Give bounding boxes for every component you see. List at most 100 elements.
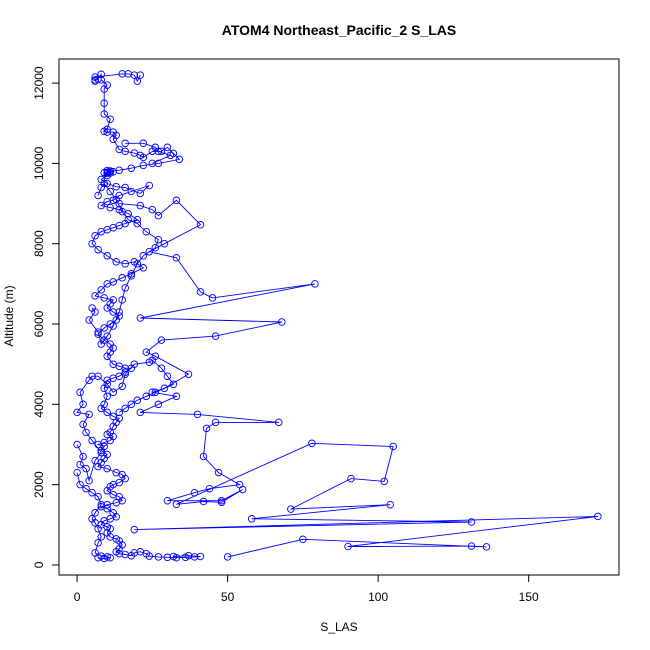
data-point xyxy=(109,322,117,330)
data-point xyxy=(217,498,226,507)
data-point xyxy=(103,486,111,495)
data-point xyxy=(112,498,120,507)
data-point xyxy=(278,318,286,326)
data-point xyxy=(184,370,193,378)
data-point xyxy=(154,235,163,244)
data-point xyxy=(121,183,129,192)
data-point xyxy=(91,231,99,240)
data-point xyxy=(73,468,81,477)
data-point xyxy=(94,539,102,547)
series-2 xyxy=(121,139,175,168)
data-point xyxy=(160,239,169,248)
x-axis-label: S_LAS xyxy=(320,620,357,634)
data-point xyxy=(97,404,105,413)
data-point xyxy=(308,439,316,448)
data-point xyxy=(121,364,129,372)
data-point xyxy=(88,488,96,497)
data-point xyxy=(76,480,84,489)
data-point xyxy=(109,422,117,431)
data-point xyxy=(157,336,166,344)
data-point xyxy=(196,288,205,296)
data-point xyxy=(151,388,160,397)
data-point xyxy=(97,533,105,541)
data-point xyxy=(166,151,175,160)
data-point xyxy=(145,247,154,256)
data-point xyxy=(136,189,145,198)
data-point xyxy=(91,292,99,300)
data-point xyxy=(127,400,136,409)
data-point xyxy=(94,553,102,562)
data-point xyxy=(97,201,105,210)
data-point xyxy=(103,252,111,260)
data-point xyxy=(103,464,111,473)
data-point xyxy=(211,418,220,427)
series-3 xyxy=(103,166,117,178)
y-tick-label: 12000 xyxy=(32,66,46,100)
data-point xyxy=(172,392,181,401)
x-tick-label: 100 xyxy=(368,590,388,604)
data-point xyxy=(94,328,102,336)
y-tick-label: 8000 xyxy=(32,230,46,257)
data-point xyxy=(118,296,126,304)
data-point xyxy=(139,161,148,170)
data-point xyxy=(112,195,120,204)
data-point xyxy=(467,518,476,526)
data-point xyxy=(223,553,232,561)
series-1 xyxy=(91,70,145,85)
series-line xyxy=(119,199,598,558)
data-point xyxy=(133,77,142,85)
data-point xyxy=(136,314,145,322)
data-point xyxy=(112,316,120,324)
data-point xyxy=(190,488,199,497)
data-point xyxy=(142,392,151,401)
data-point xyxy=(91,519,99,527)
data-point xyxy=(389,442,397,451)
data-point xyxy=(154,159,163,168)
data-point xyxy=(100,294,108,302)
data-point xyxy=(79,420,87,429)
data-point xyxy=(145,552,154,560)
data-point xyxy=(115,308,123,316)
data-point xyxy=(97,500,105,509)
data-point xyxy=(103,352,111,360)
data-point xyxy=(130,525,139,534)
data-point xyxy=(386,500,394,509)
data-point xyxy=(103,376,111,384)
data-point xyxy=(82,484,90,493)
data-point xyxy=(205,484,214,493)
data-point xyxy=(594,512,602,521)
data-point xyxy=(118,382,126,391)
x-tick-label: 150 xyxy=(519,590,539,604)
data-point xyxy=(211,332,220,340)
data-point xyxy=(130,360,139,368)
data-point xyxy=(76,388,84,397)
data-point xyxy=(82,428,90,437)
data-point xyxy=(136,201,145,210)
data-point xyxy=(106,115,114,123)
data-point xyxy=(136,408,145,417)
data-point xyxy=(94,330,102,338)
data-point xyxy=(103,408,111,417)
data-point xyxy=(103,380,111,389)
data-point xyxy=(160,384,169,393)
data-point xyxy=(467,542,476,550)
data-point xyxy=(172,196,181,205)
series-7 xyxy=(85,179,163,348)
y-axis: 0 2000 4000 6000 8000 10000 12000 xyxy=(32,66,60,568)
data-point xyxy=(94,245,102,254)
data-point xyxy=(97,286,105,294)
data-point xyxy=(100,99,108,107)
data-point xyxy=(118,274,126,282)
data-point xyxy=(97,227,105,236)
data-point xyxy=(214,468,223,477)
data-point xyxy=(238,485,247,494)
data-point xyxy=(299,535,307,544)
y-axis-label: Altitude (m) xyxy=(2,285,16,346)
series-layer xyxy=(73,70,602,563)
data-point xyxy=(85,476,93,485)
data-point xyxy=(109,135,117,144)
data-point xyxy=(193,410,202,419)
data-point xyxy=(169,552,178,561)
